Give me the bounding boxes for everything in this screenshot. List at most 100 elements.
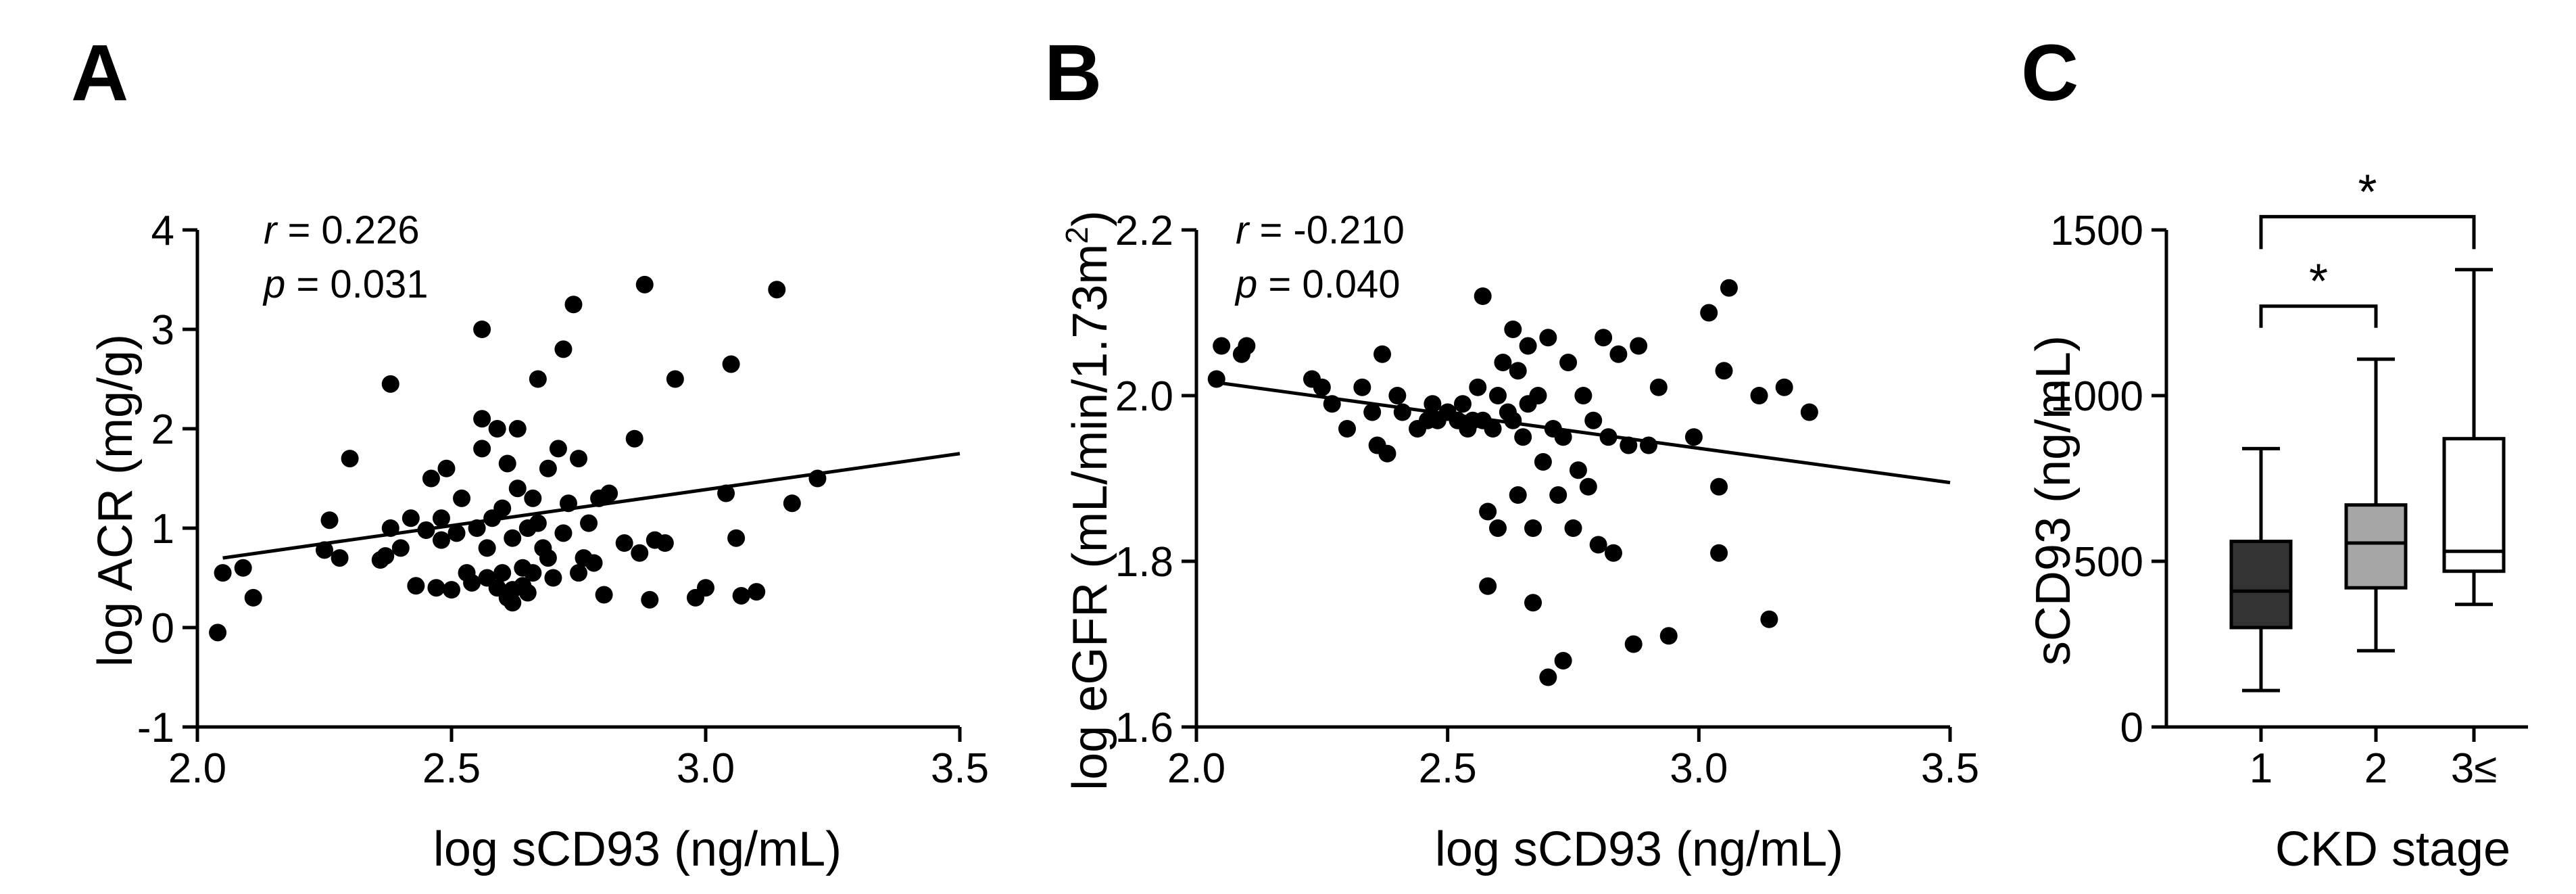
data-point xyxy=(727,529,746,547)
data-point xyxy=(453,489,471,507)
data-point xyxy=(1424,395,1442,413)
data-point xyxy=(1238,337,1256,355)
panel-c-x-axis-label: CKD stage xyxy=(2275,822,2510,876)
panel-b-p-stat: p = 0.040 xyxy=(1234,262,1401,306)
panel-b-letter: B xyxy=(1044,28,1102,118)
panel-b-y-ticks: 1.6 1.8 2.0 2.2 xyxy=(1115,208,1196,751)
data-point xyxy=(1489,519,1507,537)
data-point xyxy=(376,547,395,565)
data-point xyxy=(473,410,491,428)
data-point xyxy=(631,544,649,562)
data-point xyxy=(493,499,512,517)
x-tick-label: 3.5 xyxy=(931,745,989,792)
panel-a-r-value: = 0.226 xyxy=(276,208,419,252)
data-point xyxy=(768,281,786,299)
data-point xyxy=(656,534,674,552)
data-point xyxy=(1489,387,1507,404)
y-tick-label: 1000 xyxy=(2050,373,2143,420)
panel-b-axes xyxy=(1194,230,1950,729)
data-point xyxy=(504,529,522,547)
data-point xyxy=(1595,329,1613,347)
data-point xyxy=(209,624,227,642)
data-point xyxy=(1775,378,1793,396)
data-point xyxy=(580,514,598,532)
data-point xyxy=(1363,403,1382,421)
data-point xyxy=(635,275,654,293)
data-point xyxy=(518,584,537,602)
significance-star: * xyxy=(2358,165,2377,219)
data-point xyxy=(1514,428,1532,446)
data-point xyxy=(1509,486,1527,504)
y-tick-label: 2.2 xyxy=(1115,208,1173,254)
data-point xyxy=(244,588,262,607)
data-point xyxy=(564,296,583,314)
panel-b-points xyxy=(1207,279,1818,686)
panel-c-x-ticks: 1 2 3≤ xyxy=(2250,727,2497,792)
panel-b-x-axis-label: log sCD93 (ng/mL) xyxy=(1435,822,1843,876)
y-tick-label: 0 xyxy=(151,605,174,652)
y-tick-label: 1500 xyxy=(2050,208,2143,254)
x-tick-label: 2.0 xyxy=(168,745,226,792)
data-point xyxy=(539,459,557,477)
data-point xyxy=(1710,544,1728,562)
data-point xyxy=(570,564,587,582)
data-point xyxy=(1750,387,1768,404)
data-point xyxy=(443,581,460,599)
x-tick-label: 3.0 xyxy=(1670,745,1728,792)
panel-b-r-stat: r = -0.210 xyxy=(1236,208,1405,252)
data-point xyxy=(1474,287,1492,305)
panel-b-y-label-close: ) xyxy=(1063,210,1117,227)
x-tick-label: 2.5 xyxy=(1419,745,1477,792)
data-point xyxy=(432,509,450,527)
data-point xyxy=(493,564,512,582)
data-point xyxy=(1524,594,1542,612)
box-stage-2 xyxy=(2344,357,2408,653)
data-point xyxy=(447,524,466,542)
panel-a-points xyxy=(209,275,827,642)
data-point xyxy=(554,340,573,358)
interquartile-box xyxy=(2229,540,2293,630)
data-point xyxy=(1554,652,1572,669)
data-point xyxy=(1800,403,1818,421)
panel-a-x-ticks: 2.0 2.5 3.0 3.5 xyxy=(168,727,989,792)
data-point xyxy=(1715,362,1733,380)
data-point xyxy=(544,569,562,587)
data-point xyxy=(1388,387,1407,404)
x-tick-label: 2.5 xyxy=(422,745,481,792)
data-point xyxy=(1624,635,1643,653)
data-point xyxy=(1338,420,1356,438)
data-point xyxy=(529,514,547,532)
data-point xyxy=(722,355,740,373)
data-point xyxy=(473,321,491,338)
y-tick-label: 500 xyxy=(2074,539,2143,586)
data-point xyxy=(1549,486,1568,504)
data-point xyxy=(1519,337,1537,355)
panel-a-p-symbol: p xyxy=(262,262,285,306)
data-point xyxy=(508,479,527,498)
data-point xyxy=(214,564,232,582)
data-point xyxy=(422,469,440,488)
data-point xyxy=(732,586,750,605)
y-tick-label: 3 xyxy=(151,307,174,354)
panel-b-r-symbol: r xyxy=(1236,208,1250,252)
box-stage-3 xyxy=(2442,268,2506,607)
data-point xyxy=(549,440,567,458)
data-point xyxy=(1524,519,1542,537)
data-point xyxy=(697,579,714,597)
data-point xyxy=(1374,345,1392,363)
data-point xyxy=(488,420,506,438)
x-tick-label: 3.5 xyxy=(1921,745,1979,792)
panel-b-p-symbol: p xyxy=(1234,262,1257,306)
panel-a-r-symbol: r xyxy=(264,208,278,252)
y-tick-label: 1.6 xyxy=(1115,705,1173,751)
data-point xyxy=(473,440,491,458)
data-point xyxy=(504,594,522,612)
data-point xyxy=(381,375,399,393)
box-stage-1 xyxy=(2229,446,2293,692)
data-point xyxy=(407,577,425,595)
data-point xyxy=(1479,502,1497,521)
data-point xyxy=(1453,395,1472,413)
y-tick-label: 2 xyxy=(151,406,174,453)
panel-a-p-stat: p = 0.031 xyxy=(262,262,429,306)
